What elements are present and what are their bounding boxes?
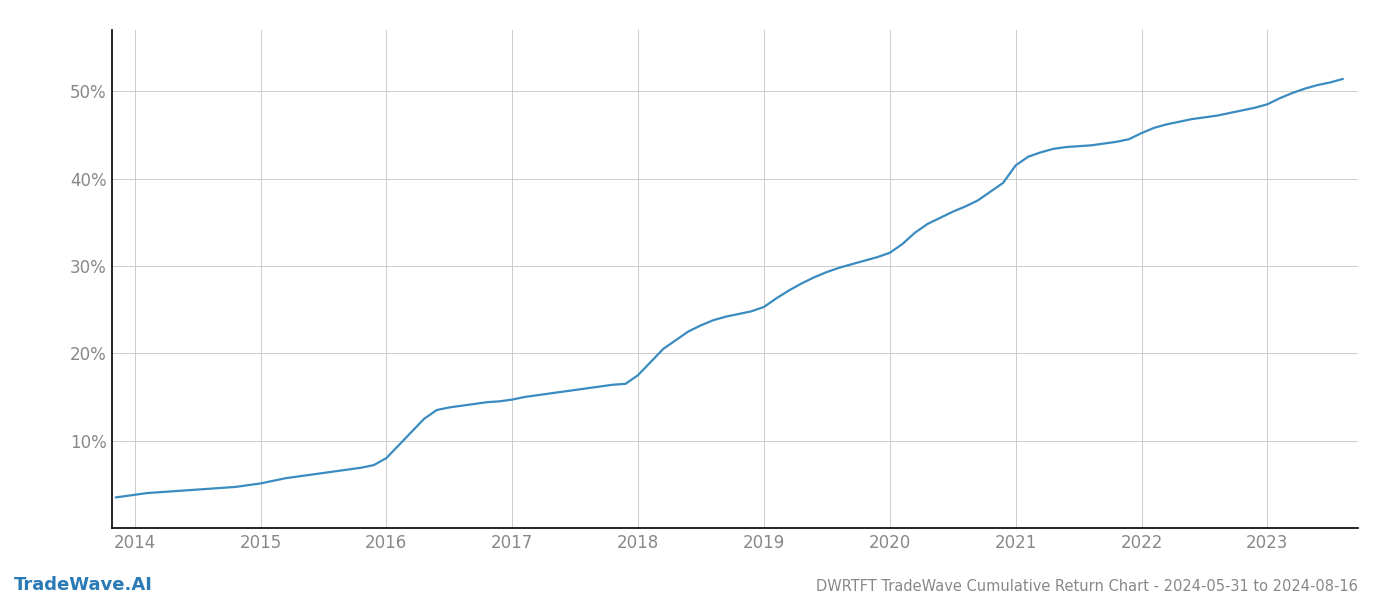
Text: TradeWave.AI: TradeWave.AI <box>14 576 153 594</box>
Text: DWRTFT TradeWave Cumulative Return Chart - 2024-05-31 to 2024-08-16: DWRTFT TradeWave Cumulative Return Chart… <box>816 579 1358 594</box>
